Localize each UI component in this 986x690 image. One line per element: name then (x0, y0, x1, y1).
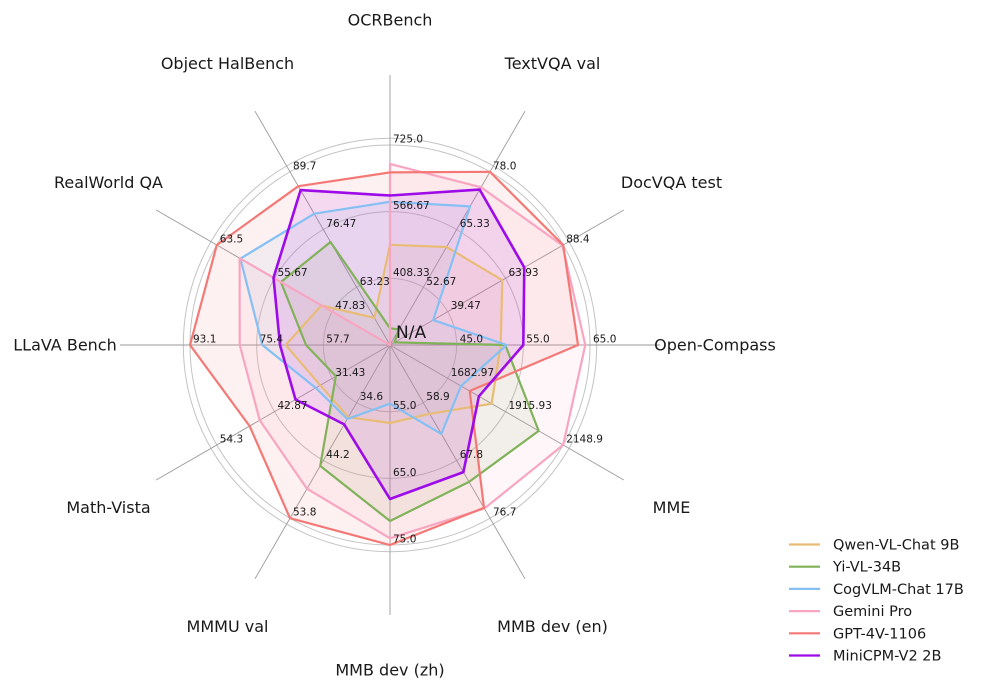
center-tick-label: N/A (396, 323, 426, 343)
tick-label: 54.3 (220, 434, 243, 446)
tick-label: 725.0 (393, 134, 423, 146)
tick-label: 65.0 (593, 334, 616, 346)
legend-item-yi-vl-34b: Yi-VL-34B (789, 560, 901, 576)
axis-label-open-compass: Open-Compass (654, 336, 776, 355)
legend-item-qwen-vl-chat-9b: Qwen-VL-Chat 9B (789, 538, 959, 554)
axis-spoke (254, 344, 391, 580)
tick-label: 55.67 (278, 267, 308, 279)
tick-label: 89.7 (293, 160, 316, 172)
tick-label: 2148.9 (566, 434, 603, 446)
tick-label: 78.0 (493, 160, 516, 172)
series-polygon-minicpm-v2-2b (272, 188, 526, 501)
legend: Qwen-VL-Chat 9B Yi-VL-34B CogVLM-Chat 17B G… (789, 538, 964, 665)
tick-label: 65.0 (393, 467, 416, 479)
axis-label-math-vista: Math-Vista (66, 498, 150, 517)
category-labels: OCRBench TextVQA val DocVQA test Open-Compa… (13, 11, 776, 680)
axis-spoke (155, 344, 391, 481)
tick-label: 52.67 (426, 276, 456, 288)
axis-spoke (389, 344, 625, 481)
tick-label: 1915.93 (509, 400, 552, 412)
tick-label: 566.67 (393, 200, 430, 212)
tick-label: 57.7 (326, 334, 349, 346)
axis-label-mmmu-val: MMMU val (187, 617, 269, 636)
tick-label: 63.23 (360, 276, 390, 288)
axis-label-realworld-qa: RealWorld QA (54, 173, 163, 192)
tick-label: 76.7 (493, 507, 516, 519)
axis-label-mme: MME (653, 498, 691, 517)
tick-label: 44.2 (326, 449, 349, 461)
tick-label: 53.8 (293, 507, 316, 519)
axis-spoke (254, 110, 391, 346)
axis-label-object-halbench: Object HalBench (161, 54, 294, 73)
tick-label: 63.5 (220, 234, 243, 246)
tick-label: 58.9 (426, 391, 449, 403)
axis-label-llava-bench: LLaVA Bench (13, 336, 116, 355)
series-fill-minicpm-v2-2b (273, 189, 525, 499)
legend-label: Yi-VL-34B (832, 560, 901, 576)
tick-label: 45.0 (460, 334, 483, 346)
tick-label: 47.83 (335, 300, 365, 312)
axis-label-ocrbench: OCRBench (348, 11, 433, 30)
tick-label: 75.4 (260, 334, 284, 346)
legend-label: MiniCPM-V2 2B (833, 649, 941, 665)
tick-label: 67.8 (460, 449, 483, 461)
axis-label-docvqa-test: DocVQA test (621, 173, 722, 192)
legend-item-gemini-pro: Gemini Pro (789, 604, 912, 620)
tick-label: 65.33 (460, 218, 490, 230)
tick-label: 31.43 (335, 367, 365, 379)
tick-label: 1682.97 (451, 367, 494, 379)
tick-label: 34.6 (360, 391, 384, 403)
legend-label: Qwen-VL-Chat 9B (833, 538, 959, 554)
legend-item-minicpm-v2-2b: MiniCPM-V2 2B (789, 649, 941, 665)
tick-label: 76.47 (326, 218, 356, 230)
tick-label: 63.93 (509, 267, 539, 279)
series-fill-gemini-pro (239, 163, 586, 539)
tick-label: 39.47 (451, 300, 481, 312)
legend-item-cogvlm-chat-17b: CogVLM-Chat 17B (789, 582, 964, 598)
tick-labels: 408.33 566.67 725.0 52.67 65.33 78.0 39.47 63.9… (193, 134, 616, 546)
tick-label: 55.0 (526, 334, 549, 346)
tick-label: 75.0 (393, 534, 416, 546)
axis-label-mmb-dev-zh: MMB dev (zh) (335, 661, 444, 680)
series-lines (188, 162, 587, 547)
axis-spoke (389, 110, 526, 346)
legend-label: CogVLM-Chat 17B (833, 582, 964, 598)
series-fill-gpt-4v-1106 (190, 171, 578, 546)
tick-label: 88.4 (566, 234, 590, 246)
axis-label-textvqa-val: TextVQA val (504, 54, 601, 73)
legend-item-gpt-4v-1106: GPT-4V-1106 (789, 626, 926, 642)
series-fill-qwen-vl-chat-9b (285, 244, 503, 423)
legend-label: GPT-4V-1106 (833, 626, 926, 642)
axis-spoke (389, 344, 526, 580)
tick-label: 55.0 (393, 400, 416, 412)
legend-label: Gemini Pro (833, 604, 912, 620)
tick-label: 408.33 (393, 267, 430, 279)
series-polygon-gpt-4v-1106 (188, 170, 580, 547)
axis-spoke (389, 209, 625, 346)
tick-label: 42.87 (278, 400, 308, 412)
tick-label: 93.1 (193, 334, 216, 346)
axis-label-mmb-dev-en: MMB dev (en) (497, 617, 608, 636)
